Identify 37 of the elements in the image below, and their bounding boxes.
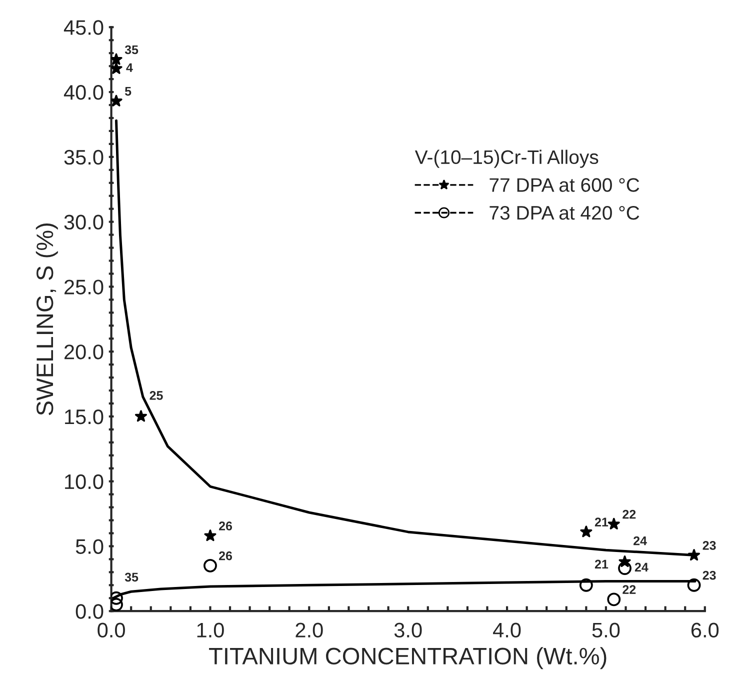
y-tick-label: 25.0	[64, 280, 104, 294]
annotation: 22	[622, 585, 636, 594]
x-tick-label: 5.0	[592, 622, 620, 638]
annotation: 4	[126, 63, 133, 72]
y-tick-label: 15.0	[65, 409, 104, 424]
y-tick-label: 45.0	[64, 20, 104, 35]
y-axis-title: SWELLING, S (%)	[36, 224, 58, 416]
annotation: 22	[622, 510, 636, 519]
y-tick-label: 35.0	[64, 150, 104, 165]
legend-label: 73 DPA at 420 °C	[490, 206, 640, 220]
y-tick-label: 5.0	[76, 539, 104, 554]
y-tick-label: 40.0	[64, 85, 104, 100]
annotation: 21	[594, 518, 608, 526]
y-tick-label: 10.0	[65, 474, 104, 490]
y-tick-label: 20.0	[64, 344, 104, 360]
y-tick-label: 0.0	[76, 604, 104, 619]
x-tick-label: 2.0	[296, 622, 323, 638]
annotation: 23	[702, 570, 716, 580]
annotation: 21	[594, 560, 608, 568]
x-axis-title: TITANIUM CONCENTRATION (Wt.%)	[209, 647, 606, 670]
annotation: 5	[124, 86, 132, 96]
annotation: 23	[702, 541, 716, 550]
annotation: 26	[219, 551, 232, 560]
x-tick-label: 4.0	[493, 622, 521, 638]
annotation: 26	[219, 522, 232, 530]
annotation: 35	[124, 572, 138, 582]
y-tick-label: 30.0	[64, 214, 104, 230]
annotation: 24	[634, 536, 647, 546]
annotation: 24	[634, 562, 648, 572]
annotation: 25	[150, 391, 163, 400]
legend-title: V-(10–15)Cr-Ti Alloys	[414, 150, 598, 168]
annotation: 35	[124, 45, 138, 54]
x-tick-label: 6.0	[691, 622, 719, 638]
x-tick-label: 3.0	[394, 622, 422, 638]
x-tick-label: 1.0	[197, 622, 224, 638]
x-tick-label: 0.0	[98, 622, 125, 638]
legend-label: 77 DPA at 600 °C	[490, 178, 640, 192]
